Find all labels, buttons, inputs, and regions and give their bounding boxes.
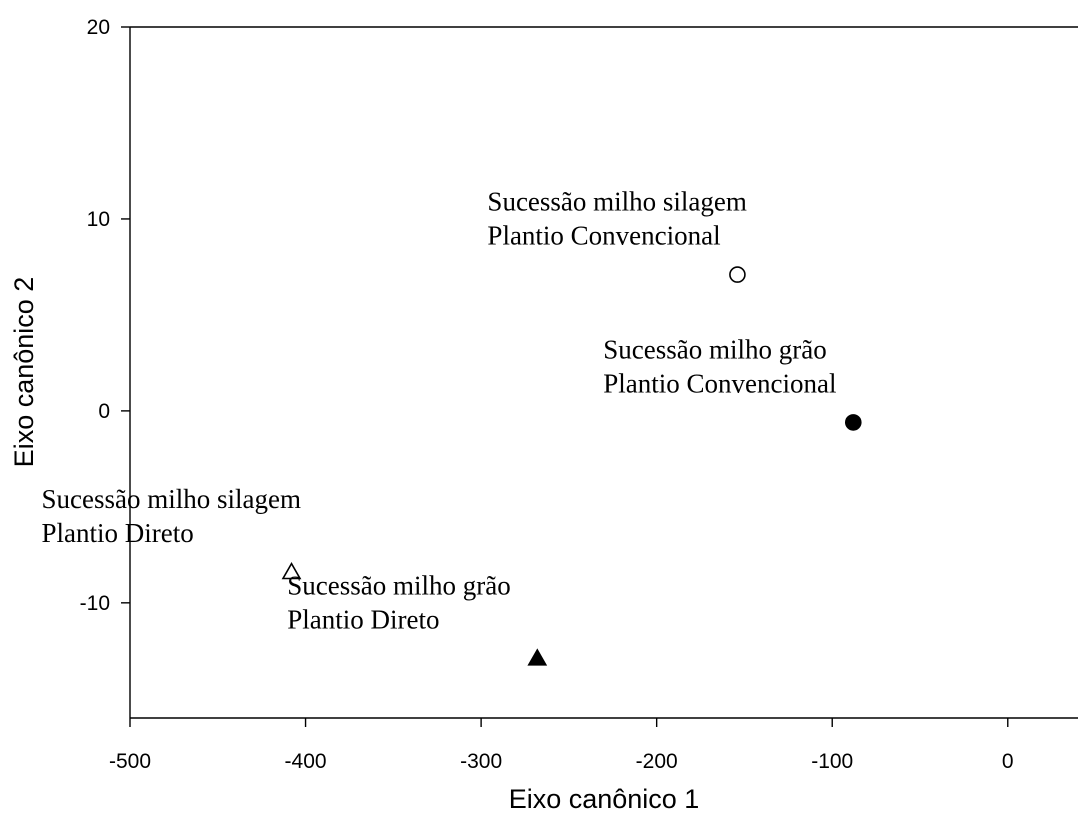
x-tick-label: 0	[1002, 750, 1014, 773]
point-annotations: Sucessão milho silagem Plantio Convencion…	[42, 187, 837, 635]
point-annotation-line: Sucessão milho grão	[603, 334, 826, 364]
y-tick-label: -10	[80, 592, 110, 615]
data-point-triangle-filled	[527, 648, 548, 666]
point-annotation-line: Plantio Convencional	[487, 221, 720, 251]
y-tick-label: 20	[87, 16, 110, 39]
point-annotation-line: Sucessão milho silagem	[487, 187, 746, 217]
y-ticks: -10 0 10 20	[80, 16, 130, 615]
x-axis-label: Eixo canônico 1	[509, 784, 700, 814]
x-ticks: -500 -400 -300 -200 -100 0	[109, 718, 1014, 773]
point-annotation-line: Sucessão milho grão	[287, 570, 510, 600]
x-tick-label: -200	[636, 750, 678, 773]
point-annotation-line: Sucessão milho silagem	[42, 484, 301, 514]
y-tick-label: 10	[87, 208, 110, 231]
data-points	[281, 266, 862, 666]
x-tick-label: -100	[811, 750, 853, 773]
data-point-circle-open	[729, 266, 746, 283]
y-tick-label: 0	[98, 400, 110, 423]
x-tick-label: -300	[460, 750, 502, 773]
x-tick-label: -500	[109, 750, 151, 773]
point-annotation-line: Plantio Direto	[42, 518, 194, 548]
x-tick-label: -400	[285, 750, 327, 773]
point-annotation-line: Plantio Convencional	[603, 368, 836, 398]
data-point-triangle-open	[281, 562, 302, 580]
y-axis-label: Eixo canônico 2	[9, 277, 39, 468]
point-annotation-line: Plantio Direto	[287, 604, 439, 634]
data-point-circle-filled	[844, 414, 862, 431]
